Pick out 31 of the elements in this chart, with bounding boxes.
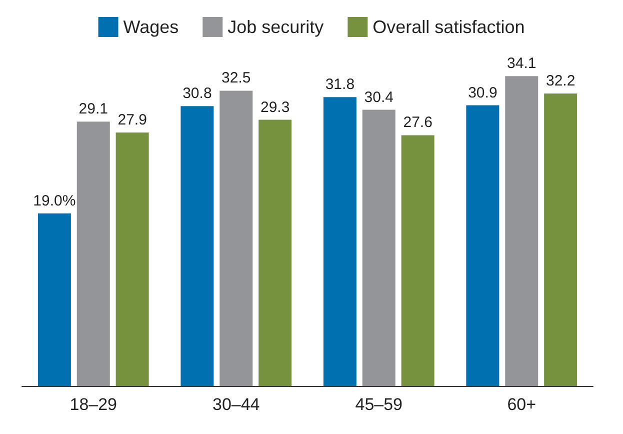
- data-label: 27.9: [118, 112, 147, 129]
- bar: [180, 106, 214, 386]
- bar: [76, 122, 110, 386]
- bar: [362, 110, 396, 386]
- x-tick-label: 45–59: [355, 395, 403, 414]
- bar: [323, 97, 356, 386]
- legend-label: Wages: [123, 17, 179, 37]
- data-label: 32.2: [546, 72, 576, 90]
- x-tick-label: 30–44: [212, 395, 260, 414]
- data-label: 27.6: [403, 114, 432, 132]
- bar: [220, 90, 253, 386]
- x-tick-label: 60+: [507, 395, 536, 414]
- data-label: 30.8: [182, 85, 212, 102]
- data-label: 34.1: [507, 55, 536, 72]
- bar: [505, 76, 538, 386]
- x-tick-label: 18–29: [70, 395, 118, 414]
- data-label: 29.1: [78, 100, 108, 118]
- data-label: 30.4: [364, 88, 394, 106]
- data-label: 30.9: [468, 84, 498, 102]
- legend-label: Job security: [228, 17, 324, 37]
- bar: [38, 213, 71, 386]
- data-label: 29.3: [260, 98, 290, 116]
- bar: [544, 93, 578, 386]
- data-label: 19.0%: [33, 192, 76, 210]
- data-label: 31.8: [325, 76, 355, 94]
- legend-label: Overall satisfaction: [372, 17, 525, 37]
- data-label: 32.5: [222, 70, 251, 87]
- bar: [466, 105, 500, 386]
- bar: [116, 132, 149, 386]
- bar: [401, 135, 434, 386]
- bar: [258, 120, 292, 386]
